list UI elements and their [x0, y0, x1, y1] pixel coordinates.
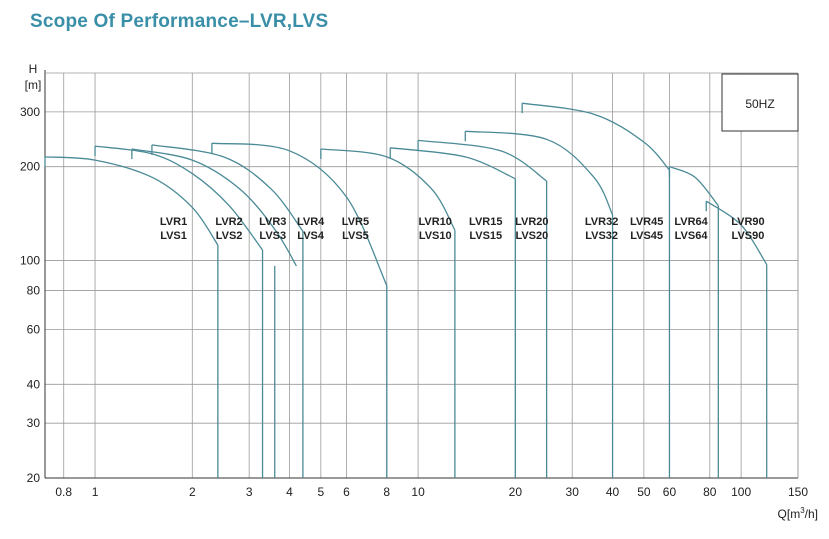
curve-lvr45: [522, 102, 670, 171]
model-labels: LVR1 LVS1 LVR2 LVS2 LVR3 LVS3 LVR4 LVS4 LVR5 LVS5…: [160, 216, 765, 242]
model-label-lvr32: LVR32: [585, 216, 618, 228]
model-label-lvr20: LVR20: [515, 216, 548, 228]
curve-lvr1: [44, 156, 219, 246]
curve-lvr20: [418, 139, 547, 182]
curve-lvr32: [465, 130, 614, 216]
curve-lvr90: [705, 200, 768, 265]
x-tick-label: 4: [286, 485, 293, 499]
model-label-lvr3: LVR3: [259, 216, 286, 228]
y-axis-label-h: H: [29, 62, 38, 76]
curve-lvr5: [211, 142, 388, 286]
model-label-lvs15: LVS15: [469, 230, 502, 242]
model-label-lvs4: LVS4: [297, 230, 325, 242]
y-tick-label: 80: [27, 284, 41, 298]
model-label-lvs3: LVS3: [259, 230, 286, 242]
model-label-lvr1: LVR1: [160, 216, 187, 228]
model-label-lvs10: LVS10: [419, 230, 452, 242]
x-tick-label: 150: [788, 485, 808, 499]
curve-lvr4: [151, 144, 304, 232]
x-tick-label: 50: [637, 485, 651, 499]
model-label-lvr45: LVR45: [630, 216, 663, 228]
pump-curves: [44, 102, 768, 478]
chart-title: Scope Of Performance–LVR,LVS: [30, 11, 329, 32]
model-label-lvr10: LVR10: [419, 216, 452, 228]
y-tick-label: 20: [27, 471, 41, 485]
curve-lvr2: [94, 145, 264, 251]
curve-lvr10: [320, 148, 456, 231]
model-label-lvr5: LVR5: [342, 216, 369, 228]
x-tick-label: 3: [246, 485, 253, 499]
legend: 50HZ: [721, 73, 799, 132]
grid-lines: [45, 73, 799, 479]
model-label-lvr64: LVR64: [674, 216, 708, 228]
x-tick-label: 40: [606, 485, 620, 499]
y-tick-label: 60: [27, 322, 41, 336]
x-tick-label: 8: [383, 485, 390, 499]
curve-lvr15: [390, 147, 516, 180]
model-label-lvs32: LVS32: [585, 230, 618, 242]
x-tick-label: 5: [317, 485, 324, 499]
y-axis-label-unit: [m]: [25, 78, 42, 92]
axes: [44, 70, 799, 479]
x-tick-label: 6: [343, 485, 350, 499]
model-label-lvs90: LVS90: [732, 230, 765, 242]
model-label-lvr4: LVR4: [297, 216, 325, 228]
model-label-lvs45: LVS45: [630, 230, 663, 242]
curve-lvr64: [669, 166, 719, 207]
y-tick-label: 40: [27, 377, 41, 391]
model-label-lvs64: LVS64: [675, 230, 709, 242]
curve-lvr3: [131, 148, 297, 267]
x-tick-label: 60: [663, 485, 677, 499]
model-label-lvs1: LVS1: [160, 230, 187, 242]
x-tick-label: 100: [731, 485, 751, 499]
x-tick-label: 0.8: [55, 485, 72, 499]
y-tick-label: 300: [20, 105, 40, 119]
x-tick-label: 20: [509, 485, 523, 499]
x-tick-label: 2: [189, 485, 196, 499]
model-label-lvs20: LVS20: [515, 230, 548, 242]
y-tick-label: 100: [20, 253, 40, 267]
legend-text: 50HZ: [745, 97, 774, 111]
model-label-lvr90: LVR90: [731, 216, 764, 228]
x-axis-label: Q[m3/h]: [778, 506, 818, 521]
x-tick-label: 1: [92, 485, 99, 499]
x-tick-label: 80: [703, 485, 717, 499]
x-tick-label: 30: [566, 485, 580, 499]
model-label-lvs5: LVS5: [342, 230, 369, 242]
y-tick-label: 30: [27, 416, 41, 430]
model-label-lvr15: LVR15: [469, 216, 502, 228]
legend-box: [721, 73, 799, 132]
x-tick-label: 10: [411, 485, 425, 499]
model-label-lvs2: LVS2: [216, 230, 243, 242]
tick-labels: 0.8 1 2 3 4 5 6 8 10 20 30 40 50 60 80 100 150 20 30 40 60 80…: [20, 105, 808, 499]
model-label-lvr2: LVR2: [215, 216, 242, 228]
y-tick-label: 200: [20, 160, 40, 174]
axis-labels: H [m] Q[m3/h]: [25, 62, 818, 521]
